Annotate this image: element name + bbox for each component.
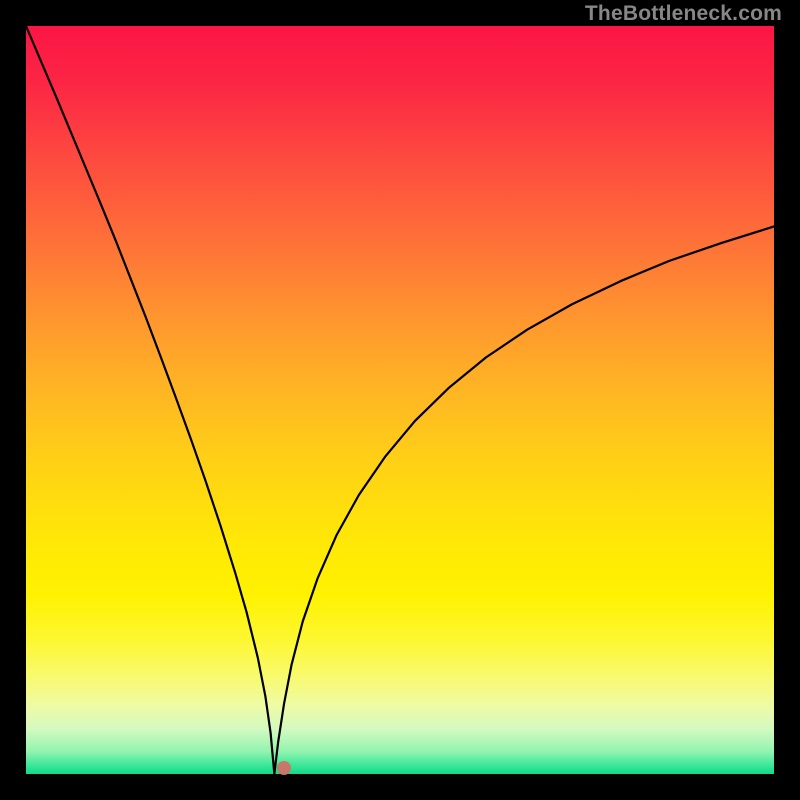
watermark-text: TheBottleneck.com — [585, 2, 782, 26]
optimal-point-marker — [277, 761, 291, 775]
chart-container: TheBottleneck.com — [0, 0, 800, 800]
plot-area — [26, 26, 774, 774]
